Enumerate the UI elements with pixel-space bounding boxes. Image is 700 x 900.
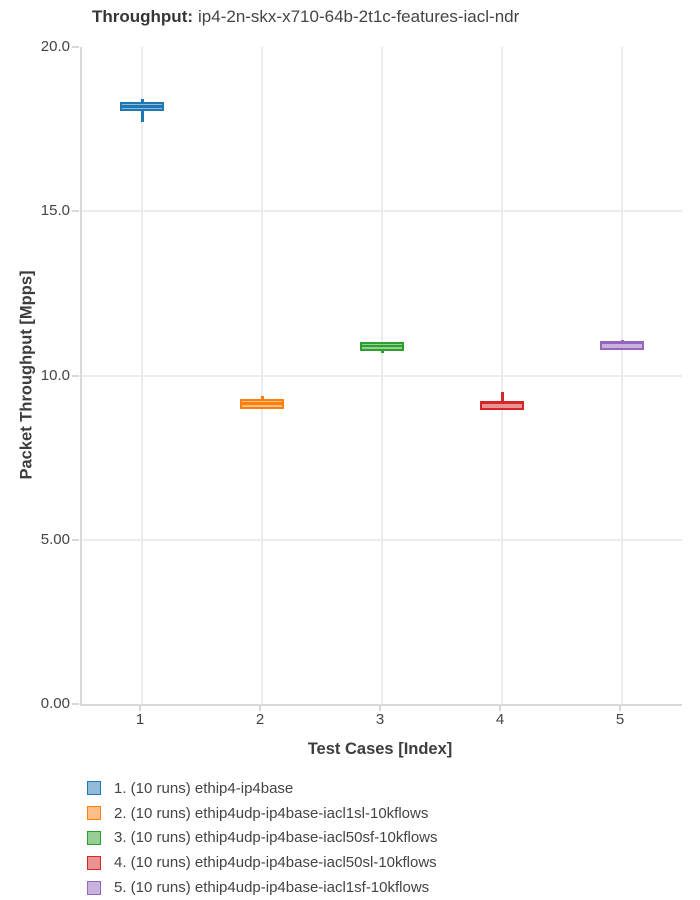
legend-swatch-icon <box>87 830 101 845</box>
x-axis-title: Test Cases [Index] <box>307 740 453 758</box>
chart-title-text: ip4-2n-skx-x710-64b-2t1c-features-iacl-n… <box>198 7 520 26</box>
legend-item-label: 4. (10 runs) ethip4udp-ip4base-iacl50sl-… <box>114 854 437 872</box>
legend-item-2[interactable]: 2. (10 runs) ethip4udp-ip4base-iacl1sl-1… <box>87 801 438 826</box>
horizontal-gridline <box>82 210 682 213</box>
x-tick-mark <box>259 706 261 711</box>
legend-item-4[interactable]: 4. (10 runs) ethip4udp-ip4base-iacl50sl-… <box>87 850 438 875</box>
y-tick-label: 10.0 <box>40 366 70 384</box>
x-tick-label: 5 <box>615 711 625 728</box>
chart-title-prefix: Throughput: <box>92 7 194 26</box>
x-tick-mark <box>499 706 501 711</box>
legend-item-label: 3. (10 runs) ethip4udp-ip4base-iacl50sf-… <box>114 829 438 847</box>
legend-item-1[interactable]: 1. (10 runs) ethip4-ip4base <box>87 776 438 801</box>
legend-swatch-icon <box>87 855 101 870</box>
legend-swatch-icon <box>87 806 101 821</box>
horizontal-gridline <box>82 538 682 541</box>
legend-swatch-icon <box>87 880 101 895</box>
legend-item-label: 1. (10 runs) ethip4-ip4base <box>114 779 294 797</box>
x-tick-mark <box>619 706 621 711</box>
median-line-testcase-4 <box>482 401 522 404</box>
y-tick-label: 0.00 <box>40 695 70 712</box>
legend-item-3[interactable]: 3. (10 runs) ethip4udp-ip4base-iacl50sf-… <box>87 826 438 851</box>
legend-item-label: 5. (10 runs) ethip4udp-ip4base-iacl1sf-1… <box>114 879 430 897</box>
chart-title: Throughput: ip4-2n-skx-x710-64b-2t1c-feat… <box>92 7 519 27</box>
x-tick-label: 1 <box>135 711 145 728</box>
y-tick-label: 5.00 <box>40 530 70 548</box>
legend-item-label: 2. (10 runs) ethip4udp-ip4base-iacl1sl-1… <box>114 804 429 822</box>
y-tick-mark <box>72 46 79 48</box>
y-tick-mark <box>72 538 79 541</box>
x-tick-mark <box>139 706 141 711</box>
y-tick-mark <box>72 374 79 377</box>
y-tick-mark <box>72 210 79 213</box>
legend-swatch-icon <box>87 781 101 796</box>
y-tick-mark <box>72 703 79 705</box>
legend-item-5[interactable]: 5. (10 runs) ethip4udp-ip4base-iacl1sf-1… <box>87 875 438 900</box>
x-tick-label: 4 <box>495 711 505 728</box>
y-tick-label: 15.0 <box>40 202 70 220</box>
x-tick-label: 3 <box>375 711 385 728</box>
y-tick-label: 20.0 <box>40 38 70 55</box>
x-tick-mark <box>379 706 381 711</box>
x-tick-label: 2 <box>255 711 265 728</box>
median-line-testcase-2 <box>242 402 282 405</box>
horizontal-gridline <box>82 374 682 377</box>
legend: 1. (10 runs) ethip4-ip4base 2. (10 runs) … <box>87 776 438 900</box>
median-line-testcase-1 <box>122 105 162 108</box>
median-line-testcase-5 <box>602 341 642 345</box>
median-line-testcase-3 <box>362 344 402 348</box>
plot-area <box>80 47 682 706</box>
